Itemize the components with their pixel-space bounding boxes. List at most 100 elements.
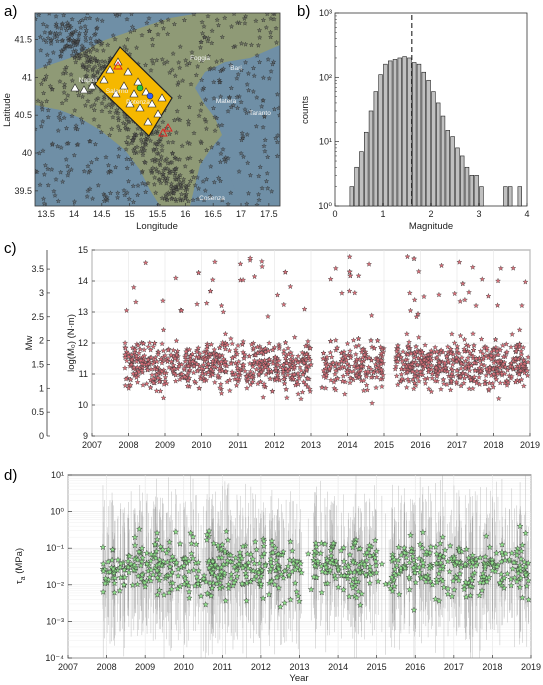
station-triangle	[123, 67, 133, 76]
map-gulf	[222, 130, 280, 206]
map-epicenter-star	[191, 130, 197, 136]
station-triangle-red	[113, 61, 123, 70]
d-star	[321, 540, 329, 547]
map-epicenter-star	[139, 145, 145, 151]
d-star	[517, 555, 525, 562]
c-star	[468, 362, 475, 369]
d-star	[363, 549, 371, 556]
c-star	[339, 363, 346, 370]
d-star	[293, 588, 301, 595]
d-star	[481, 553, 489, 560]
c-star	[473, 379, 480, 386]
c-star	[414, 367, 420, 374]
d-star	[324, 579, 332, 587]
map-epicenter-star	[189, 54, 195, 60]
d-star	[243, 579, 251, 587]
c-star	[240, 361, 247, 368]
c-star	[122, 365, 128, 371]
c-star	[207, 366, 214, 372]
d-star	[233, 566, 240, 574]
hist-bar	[368, 110, 374, 207]
map-epicenter-star	[75, 55, 82, 61]
c-star	[228, 360, 235, 367]
hist-ytick-label: 10³	[319, 8, 332, 18]
map-epicenter-star	[222, 15, 228, 21]
map-epicenter-star	[147, 138, 154, 143]
map-epicenter-star	[75, 36, 81, 42]
c-star	[461, 348, 468, 354]
map-epicenter-star	[255, 191, 262, 197]
d-star	[429, 581, 436, 588]
c-star	[332, 363, 338, 369]
map-epicenter-star	[273, 135, 279, 141]
d-star	[129, 581, 137, 589]
c-star	[470, 347, 477, 353]
map-epicenter-star	[163, 193, 169, 199]
map-epicenter-star	[85, 163, 91, 169]
c-xtick-label: 2014	[337, 440, 357, 450]
d-star	[276, 603, 284, 610]
c-star	[476, 374, 482, 380]
map-epicenter-star	[84, 72, 90, 78]
c-star	[470, 355, 477, 361]
d-star	[416, 540, 424, 548]
c-star	[421, 357, 428, 363]
map-epicenter-star	[142, 159, 149, 165]
hist-bar	[431, 91, 436, 207]
c-star	[128, 351, 135, 358]
d-star	[372, 557, 380, 565]
c-star	[447, 350, 454, 357]
c-star	[428, 351, 435, 358]
d-star	[174, 572, 182, 579]
d-star	[245, 559, 253, 566]
c-star	[504, 382, 510, 388]
map-epicenter-star	[41, 37, 47, 43]
d-star	[326, 566, 334, 574]
d-star	[400, 544, 408, 551]
c-star	[153, 371, 160, 378]
c-star	[419, 349, 426, 355]
c-star	[361, 351, 368, 358]
c-star	[194, 361, 200, 367]
c-star	[232, 346, 239, 353]
hist-ylabel: counts	[300, 96, 311, 124]
d-star	[244, 550, 251, 557]
d-star	[294, 592, 302, 599]
c-star	[122, 382, 129, 389]
map-epicenter-star	[163, 180, 169, 186]
c-star	[456, 350, 462, 356]
c-star	[436, 363, 443, 370]
map-xtick-label: 15	[125, 209, 135, 219]
c-star	[346, 253, 353, 260]
map-epicenter-star	[115, 123, 121, 129]
c-star	[208, 341, 215, 348]
map-epicenter-star	[152, 174, 158, 180]
d-star	[222, 527, 230, 535]
d-star	[275, 565, 283, 572]
map-epicenter-star	[105, 42, 111, 48]
c-star	[297, 364, 303, 370]
d-star	[407, 548, 415, 555]
map-epicenter-star	[220, 146, 226, 152]
d-star	[401, 564, 409, 572]
c-star	[256, 362, 263, 369]
map-epicenter-star	[187, 140, 193, 146]
c-star	[347, 272, 354, 279]
d-star	[260, 549, 268, 557]
c-star	[200, 361, 207, 368]
c-star	[283, 394, 290, 401]
d-star	[304, 550, 312, 557]
d-star	[203, 536, 211, 543]
map-epicenter-star	[130, 183, 136, 189]
hist-bar	[435, 102, 441, 207]
map-epicenter-star	[161, 167, 167, 173]
map-epicenter-star	[184, 186, 190, 192]
map-epicenter-star	[276, 105, 280, 111]
map-epicenter-star	[268, 15, 274, 21]
map-epicenter-star	[79, 93, 86, 99]
map-epicenter-star	[159, 147, 165, 153]
map-epicenter-star	[269, 61, 276, 67]
map-epicenter-star	[51, 188, 57, 194]
d-star	[321, 560, 329, 568]
map-epicenter-star	[85, 13, 89, 16]
